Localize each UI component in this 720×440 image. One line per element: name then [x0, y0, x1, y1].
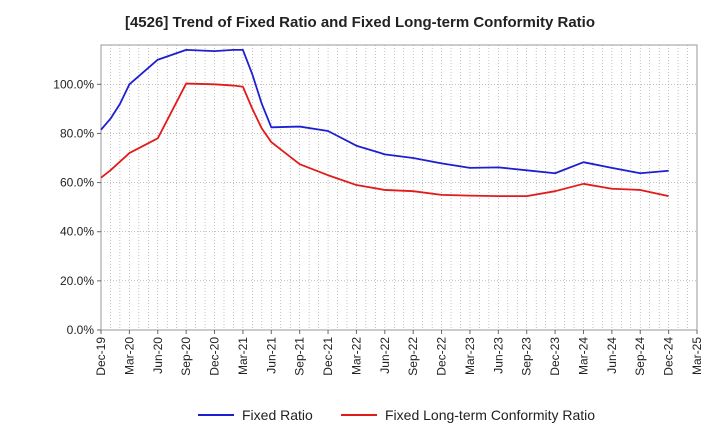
y-tick-label: 40.0%	[60, 225, 94, 239]
x-tick-label: Sep-23	[520, 337, 534, 376]
series-line-fixed-long-term-conformity-ratio	[100, 82, 669, 198]
series-line-fixed-ratio	[100, 49, 669, 175]
legend: Fixed Ratio Fixed Long-term Conformity Ra…	[0, 404, 720, 426]
chart-title: [4526] Trend of Fixed Ratio and Fixed Lo…	[124, 14, 596, 31]
x-tick-label: Dec-19	[94, 337, 108, 376]
x-tick-label: Mar-21	[236, 337, 250, 375]
x-tick-label: Mar-24	[576, 337, 590, 375]
x-tick-label: Dec-24	[662, 337, 676, 376]
y-tick-label: 20.0%	[60, 274, 94, 288]
legend-swatch	[198, 414, 234, 416]
x-tick-label: Sep-24	[633, 337, 647, 376]
legend-swatch	[341, 414, 377, 416]
y-tick-label: 0.0%	[67, 323, 95, 337]
y-tick-label: 100.0%	[53, 77, 94, 91]
x-tick-label: Sep-20	[179, 337, 193, 376]
legend-item: Fixed Ratio	[198, 404, 313, 426]
x-tick-label: Mar-22	[349, 337, 363, 375]
x-tick-label: Mar-25	[690, 337, 704, 375]
y-tick-label: 80.0%	[60, 126, 94, 140]
x-tick-label: Jun-24	[605, 337, 619, 374]
x-tick-label: Jun-23	[491, 337, 505, 374]
x-tick-label: Dec-23	[548, 337, 562, 376]
x-tick-label: Dec-22	[435, 337, 449, 376]
x-tick-label: Mar-23	[463, 337, 477, 375]
x-tick-label: Mar-20	[122, 337, 136, 375]
x-tick-label: Dec-21	[321, 337, 335, 376]
x-tick-label: Jun-22	[378, 337, 392, 374]
legend-label: Fixed Long-term Conformity Ratio	[385, 407, 596, 423]
plot-frame	[100, 44, 698, 331]
x-tick-label: Jun-20	[151, 337, 165, 374]
x-tick-label: Jun-21	[264, 337, 278, 374]
x-tick-label: Dec-20	[208, 337, 222, 376]
y-tick-label: 60.0%	[60, 176, 94, 190]
legend-label: Fixed Ratio	[242, 407, 313, 423]
legend-item: Fixed Long-term Conformity Ratio	[341, 404, 595, 426]
x-tick-label: Sep-22	[406, 337, 420, 376]
x-tick-label: Sep-21	[293, 337, 307, 376]
